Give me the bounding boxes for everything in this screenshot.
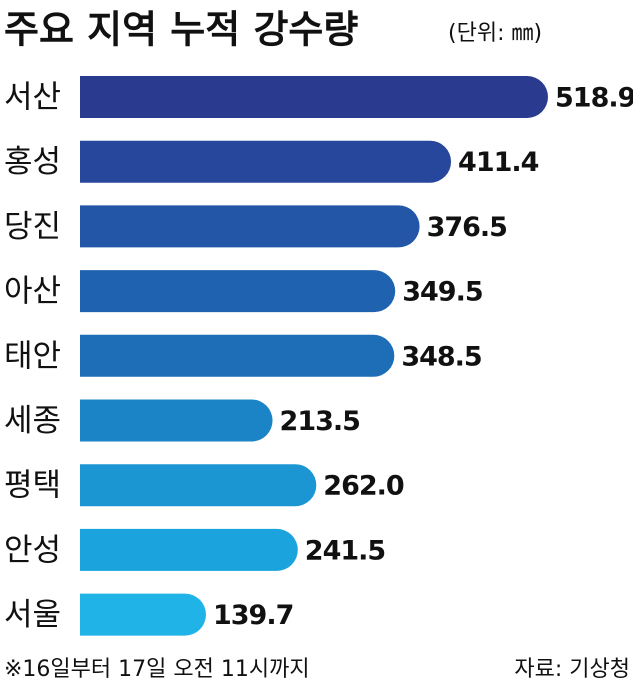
category-label: 아산 [4,274,61,310]
value-label: 241.5 [305,535,385,566]
value-label: 349.5 [402,277,482,308]
category-label: 세종 [4,403,61,439]
value-label: 518.9 [555,83,633,114]
chart-subtitle: (단위: ㎜) [448,21,542,46]
bar [80,528,298,571]
source: 자료: 기상청 [514,657,630,682]
bar [80,464,317,507]
category-label: 당진 [4,209,61,245]
bar [80,76,548,118]
category-label: 안성 [4,532,61,568]
value-label: 376.5 [427,212,507,243]
category-label: 서산 [4,80,61,116]
value-label: 213.5 [280,406,360,437]
bar [80,399,273,442]
bar [80,205,420,248]
category-label: 태안 [4,338,61,374]
category-label: 서울 [4,597,61,633]
value-label: 411.4 [458,147,539,178]
bar [80,140,452,183]
footnote: ※16일부터 17일 오전 11시까지 [4,657,310,682]
value-label: 139.7 [213,600,293,631]
bar [80,334,395,377]
category-label: 평택 [4,468,61,504]
bar [80,270,396,313]
category-label: 홍성 [4,144,61,180]
chart-title: 주요 지역 누적 강수량 [4,8,358,52]
value-label: 348.5 [401,341,481,372]
value-label: 262.0 [323,471,404,502]
bar [80,593,206,636]
